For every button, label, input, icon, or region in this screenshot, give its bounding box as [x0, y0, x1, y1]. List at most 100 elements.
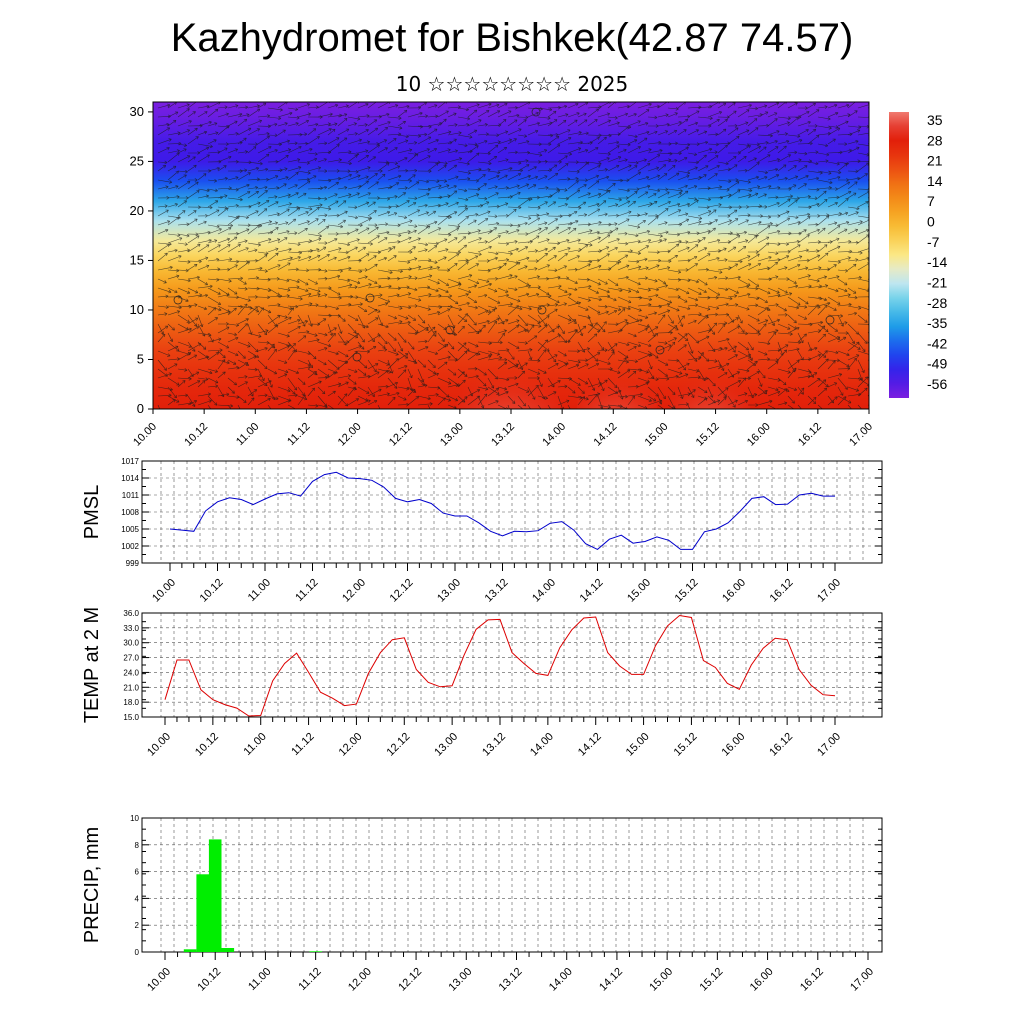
- calm-wind-marker: [173, 295, 183, 305]
- y-tick-label: 30: [130, 104, 144, 119]
- x-tick-label: 15.12: [694, 421, 722, 449]
- x-tick-label: 14.12: [591, 421, 619, 449]
- y-tick-label: 2: [135, 921, 140, 930]
- precip-bar: [221, 948, 235, 952]
- x-tick-label: 17.00: [847, 421, 875, 449]
- calm-wind-marker: [537, 305, 547, 315]
- series-line: [164, 614, 836, 717]
- y-tick-label: 21.0: [123, 683, 139, 692]
- x-tick-label: 15.12: [698, 966, 726, 994]
- calm-wind-marker: [825, 315, 835, 325]
- x-tick-label: 11.00: [246, 966, 273, 993]
- y-tick-label: 30.0: [123, 639, 139, 648]
- x-tick-label: 10.00: [145, 966, 173, 994]
- x-tick-label: 13.12: [497, 966, 525, 994]
- panel-ylabel: PRECIP, mm: [81, 827, 103, 943]
- x-tick-label: 17.00: [815, 731, 843, 759]
- calm-wind-marker: [655, 345, 665, 355]
- colorbar-label: 35: [927, 112, 943, 128]
- pmsl-panel: 999 1002 1005 1008 1011 1014 1017 10.00 10.12 11.…: [81, 457, 883, 605]
- x-tick-label: 10.12: [198, 577, 226, 605]
- x-tick-label: 15.00: [643, 421, 671, 449]
- x-tick-label: 15.00: [647, 966, 675, 994]
- panel-ylabel: PMSL: [81, 485, 103, 539]
- colorbar-label: -7: [927, 234, 940, 250]
- calm-wind-marker: [365, 293, 375, 303]
- x-tick-label: 10.12: [193, 731, 221, 759]
- x-tick-label: 13.12: [483, 577, 511, 605]
- x-tick-label: 12.12: [396, 966, 424, 994]
- colorbar-bar: [889, 112, 909, 398]
- x-tick-label: 10.00: [150, 577, 178, 605]
- y-tick-label: 1011: [122, 491, 140, 500]
- x-tick-label: 11.12: [293, 577, 320, 604]
- x-tick-label: 11.12: [285, 421, 312, 448]
- x-tick-label: 13.00: [446, 966, 474, 994]
- y-tick-label: 999: [126, 559, 140, 568]
- x-tick-label: 14.12: [576, 731, 604, 759]
- temperature-colorbar: 35 28 21 14 7 0 -7 -14 -21 -28 -35 -42 -49 -56: [889, 112, 947, 398]
- x-tick-label: 11.00: [241, 731, 268, 758]
- page-title: Kazhydromet for Bishkek(42.87 74.57): [170, 16, 854, 60]
- y-tick-label: 6: [135, 868, 140, 877]
- colorbar-label: 21: [927, 153, 943, 169]
- y-tick-label: 1005: [121, 525, 139, 534]
- colorbar-label: -35: [927, 315, 947, 331]
- temperature-cross-section: 0 5 10 15 20 25 30 10.00 10.12 11.00 11.12 12.00 12.…: [130, 101, 875, 449]
- temp2m-panel: 15.0 18.0 21.0 24.0 27.0 30.0 33.0 36.0 10.00 10.…: [81, 607, 883, 759]
- panel-ylabel: TEMP at 2 M: [81, 607, 103, 723]
- y-tick-label: 1017: [121, 457, 139, 466]
- x-tick-label: 11.12: [296, 966, 323, 993]
- x-tick-label: 15.00: [624, 731, 652, 759]
- colorbar-label: -49: [927, 356, 947, 372]
- y-tick-label: 1008: [121, 508, 139, 517]
- x-tick-label: 13.00: [435, 577, 463, 605]
- colorbar-label: -21: [927, 274, 947, 290]
- y-tick-label: 24.0: [123, 668, 139, 677]
- colorbar-label: 7: [927, 193, 935, 209]
- x-tick-label: 13.12: [480, 731, 508, 759]
- precip-bar: [309, 951, 322, 952]
- x-tick-label: 16.12: [767, 731, 795, 759]
- x-tick-label: 12.00: [336, 421, 364, 449]
- x-tick-label: 16.00: [745, 421, 773, 449]
- x-tick-label: 12.00: [340, 577, 368, 605]
- x-tick-label: 10.12: [195, 966, 223, 994]
- precip-bar: [208, 839, 222, 952]
- y-tick-label: 4: [135, 894, 140, 903]
- x-tick-label: 10.00: [131, 421, 159, 449]
- x-tick-label: 11.12: [289, 731, 316, 758]
- y-tick-label: 0: [135, 948, 140, 957]
- y-tick-label: 5: [137, 351, 144, 366]
- y-tick-label: 27.0: [123, 654, 139, 663]
- y-tick-label: 15.0: [123, 713, 139, 722]
- x-tick-label: 14.00: [528, 731, 556, 759]
- x-tick-label: 16.12: [768, 577, 796, 605]
- x-tick-label: 14.12: [578, 577, 606, 605]
- y-tick-label: 18.0: [123, 698, 139, 707]
- colorbar-label: -28: [927, 295, 947, 311]
- y-tick-label: 1014: [121, 474, 139, 483]
- panel-frame: [141, 612, 883, 718]
- y-tick-label: 25: [130, 153, 144, 168]
- panel-grid: [142, 460, 882, 564]
- x-tick-label: 14.00: [530, 577, 558, 605]
- x-tick-label: 16.12: [796, 421, 824, 449]
- calm-wind-marker: [531, 107, 541, 117]
- x-tick-label: 17.00: [848, 966, 876, 994]
- panel-grid: [142, 612, 882, 718]
- x-tick-label: 14.00: [540, 421, 568, 449]
- y-tick-label: 10: [130, 814, 139, 823]
- x-tick-label: 12.12: [388, 577, 416, 605]
- calm-wind-marker: [352, 352, 362, 362]
- x-tick-label: 13.12: [489, 421, 517, 449]
- x-tick-label: 10.00: [145, 731, 173, 759]
- page-subtitle: 10 ☆☆☆☆☆☆☆☆ 2025: [395, 72, 629, 96]
- y-tick-label: 10: [130, 302, 144, 317]
- precip-bar: [196, 874, 209, 952]
- colorbar-label: 14: [927, 173, 943, 189]
- x-tick-label: 15.12: [672, 731, 700, 759]
- x-tick-label: 12.00: [337, 731, 365, 759]
- colorbar-label: -42: [927, 335, 947, 351]
- x-tick-label: 14.00: [547, 966, 575, 994]
